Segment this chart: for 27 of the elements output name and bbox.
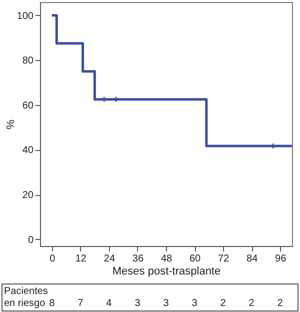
text: Pacientes en riesgo [4, 286, 48, 309]
text: 7 [78, 298, 84, 309]
x-tick-label: 24 [104, 254, 116, 264]
x-tick-label: 96 [275, 254, 287, 264]
x-tick-label: 36 [132, 254, 144, 264]
x-axis-title: Meses post-trasplante [112, 266, 221, 278]
text: 3 [163, 298, 170, 309]
y-axis-title: % [4, 119, 17, 130]
x-tick-label: 60 [189, 254, 202, 264]
x-tick-label: 0 [50, 254, 56, 264]
y-tick-label: 80 [22, 56, 34, 67]
x-tick-label: 84 [246, 254, 258, 264]
text: 3 [192, 298, 198, 309]
x-tick-label: 72 [218, 254, 230, 264]
x-tick-label: 12 [75, 254, 87, 264]
text: 8 [49, 298, 56, 309]
y-tick-label: 20 [22, 190, 34, 202]
y-tick-label: 40 [22, 145, 34, 156]
text: 3 [134, 298, 141, 309]
text: 2 [220, 298, 226, 309]
y-tick-label: 100 [16, 10, 34, 22]
text: 4 [106, 298, 112, 309]
y-tick-label: 0 [28, 234, 34, 246]
x-tick-label: 48 [160, 254, 172, 264]
text: 2 [248, 298, 255, 309]
y-tick-label: 60 [22, 100, 34, 112]
text: 2 [277, 298, 284, 309]
